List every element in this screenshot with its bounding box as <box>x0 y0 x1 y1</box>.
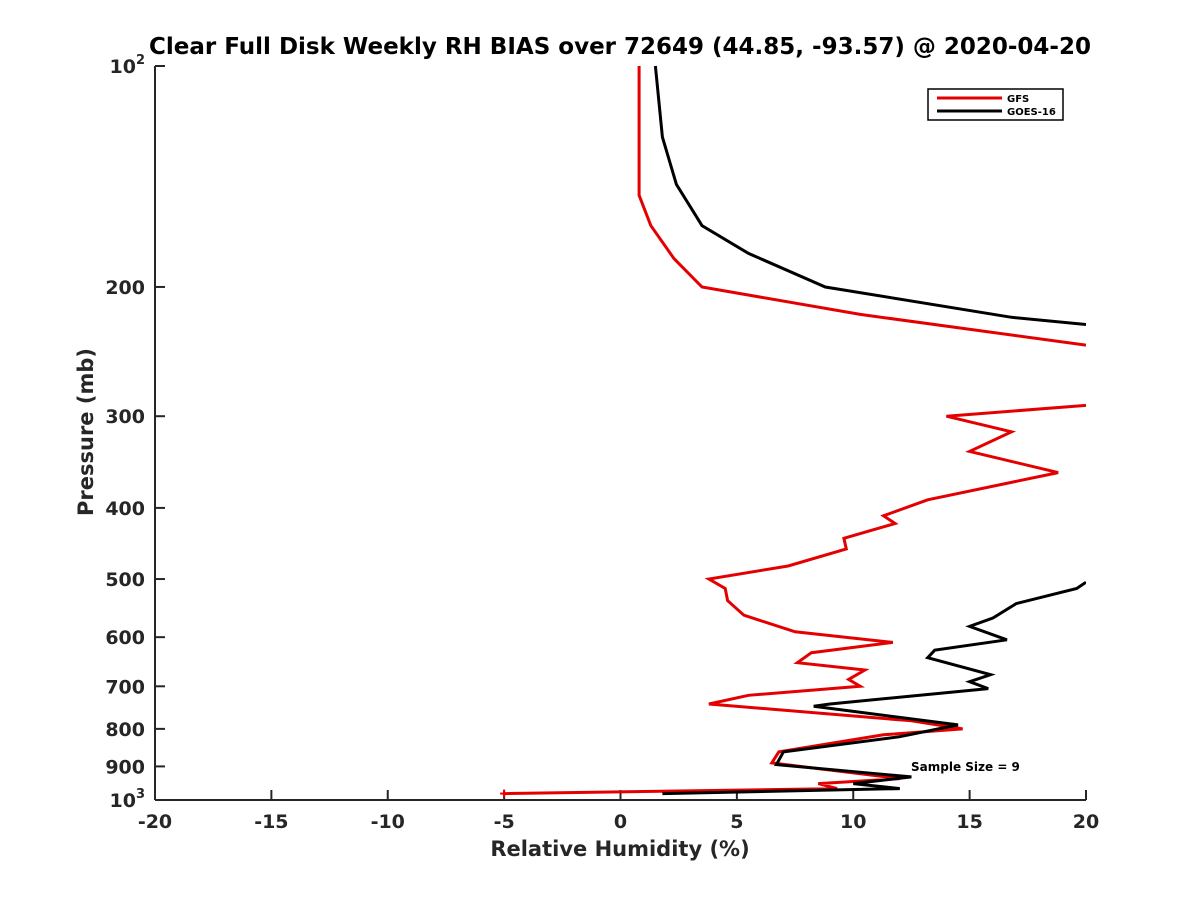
series-line-gfs <box>504 403 1086 796</box>
series-line-goes-16 <box>653 65 1086 326</box>
x-axis-label: Relative Humidity (%) <box>490 837 749 861</box>
x-tick-label: -15 <box>254 811 288 833</box>
x-tick-label: 10 <box>840 811 866 833</box>
y-tick-label: 600 <box>105 627 145 649</box>
y-tick-label: 102 <box>110 53 146 78</box>
y-tick-label: 900 <box>105 756 145 778</box>
y-tick-label: 200 <box>105 277 145 299</box>
sample-size-annotation: Sample Size = 9 <box>911 760 1020 774</box>
legend: GFS GOES-16 <box>927 88 1064 121</box>
x-tick-label: 20 <box>1073 811 1099 833</box>
y-tick-label: 700 <box>105 676 145 698</box>
y-tick-label: 300 <box>105 406 145 428</box>
y-tick-label: 800 <box>105 719 145 741</box>
x-tick-label: -5 <box>494 811 515 833</box>
x-tick-label: 5 <box>730 811 743 833</box>
y-tick-label: 400 <box>105 498 145 520</box>
y-tick-label: 103 <box>110 787 146 812</box>
y-axis-label: Pressure (mb) <box>74 348 98 516</box>
x-tick-label: 15 <box>956 811 982 833</box>
series-line-goes-16 <box>662 580 1086 796</box>
chart-title: Clear Full Disk Weekly RH BIAS over 7264… <box>149 34 1091 60</box>
legend-box <box>927 88 1064 121</box>
x-tick-label: -10 <box>371 811 405 833</box>
series-line-gfs <box>637 66 1086 347</box>
x-tick-label: 0 <box>614 811 627 833</box>
plot-layer: -20 -15 -10 -5 0 5 10 15 20 102 200 300 400 500 600 700… <box>105 53 1099 833</box>
legend-label: GOES-16 <box>1007 107 1056 118</box>
legend-label: GFS <box>1007 94 1029 105</box>
y-tick-label: 500 <box>105 569 145 591</box>
x-tick-label: -20 <box>138 811 172 833</box>
